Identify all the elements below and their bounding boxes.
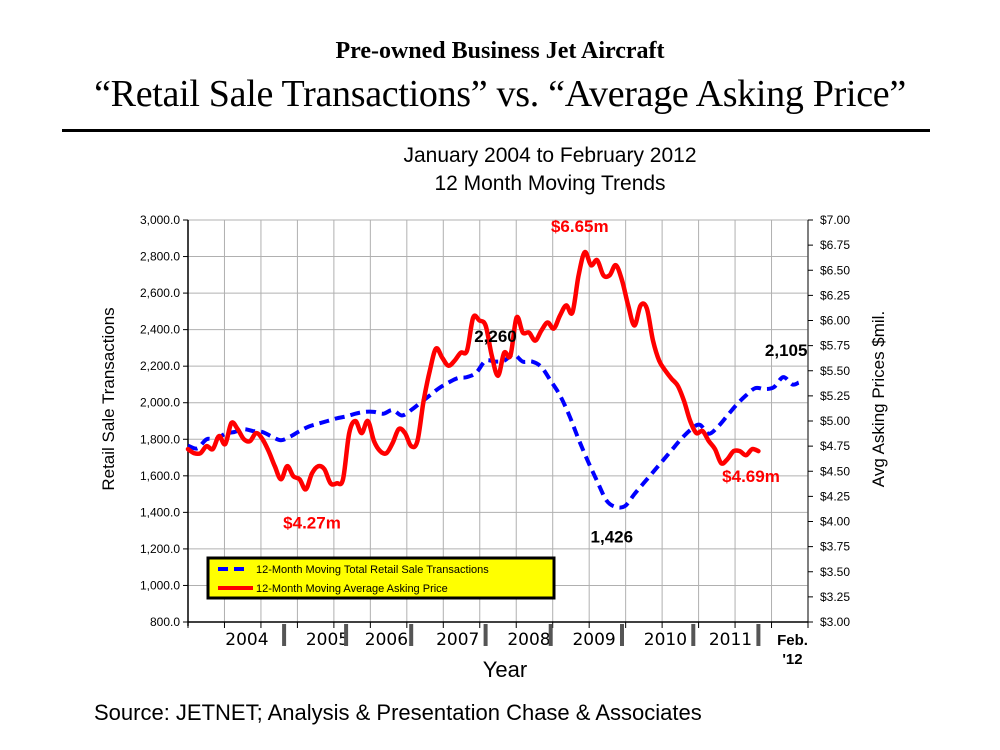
year-separator-bar xyxy=(344,624,349,646)
x-year-label: 2004 xyxy=(225,630,268,650)
x-year-label: 2011 xyxy=(709,630,752,650)
year-separator-bar xyxy=(620,624,624,646)
chart-main-title: “Retail Sale Transactions” vs. “Average … xyxy=(94,73,906,115)
left-y-axis-title: Retail Sale Transactions xyxy=(99,307,118,490)
x-final-label-month: Feb. xyxy=(777,632,808,649)
x-year-label: 2010 xyxy=(644,630,687,650)
x-year-label: 2007 xyxy=(436,630,479,650)
right-y-tick-label: $5.75 xyxy=(820,339,850,353)
left-y-tick-label: 2,400.0 xyxy=(140,323,180,337)
left-y-tick-label: 1,200.0 xyxy=(140,542,180,556)
right-y-tick-label: $7.00 xyxy=(820,213,850,227)
left-y-tick-label: 2,200.0 xyxy=(140,359,180,373)
right-y-tick-label: $6.25 xyxy=(820,288,850,302)
price-annotation: $6.65m xyxy=(551,217,609,236)
year-separator-bar xyxy=(282,624,287,646)
left-y-tick-label: 800.0 xyxy=(150,615,180,629)
price-annotation: $4.69m xyxy=(722,467,780,486)
chart-supertitle: Pre-owned Business Jet Aircraft xyxy=(335,38,665,64)
x-final-label-year: '12 xyxy=(782,651,802,668)
year-separator-bar xyxy=(409,624,414,646)
transactions-series-line xyxy=(187,352,800,510)
transactions-annotation: 2,260 xyxy=(474,327,517,346)
year-separator-bar xyxy=(756,624,761,646)
left-y-tick-label: 2,000.0 xyxy=(140,396,180,410)
right-y-axis-ticks: $7.00 $6.75 $6.50 $6.25 $6.00 $5.75 $5.50 $5.25… xyxy=(808,213,850,629)
transactions-annotation: 1,426 xyxy=(591,528,634,547)
left-y-tick-label: 1,400.0 xyxy=(140,505,180,519)
right-y-tick-label: $6.75 xyxy=(820,238,850,252)
left-y-tick-label: 1,600.0 xyxy=(140,469,180,483)
legend-box xyxy=(206,556,556,600)
right-y-tick-label: $3.00 xyxy=(820,615,850,629)
series-lines xyxy=(185,249,800,510)
asking-price-series-line xyxy=(185,249,761,492)
transactions-annotation: 2,105 xyxy=(765,341,808,360)
x-axis-year-labels: 2004 2005 2006 2007 2008 2009 2010 2011 Feb. '12 xyxy=(225,624,808,668)
x-year-label: 2008 xyxy=(507,630,550,650)
legend-label-price: 12-Month Moving Average Asking Price xyxy=(256,583,448,595)
chart-subtitle-trend: 12 Month Moving Trends xyxy=(434,172,666,195)
annotations: 2,260 1,426 2,105 $4.27m $6.65m $4.69m xyxy=(283,217,807,546)
right-y-tick-label: $4.75 xyxy=(820,439,850,453)
title-divider xyxy=(62,129,930,132)
right-y-tick-label: $5.50 xyxy=(820,364,850,378)
right-y-axis-title: Avg Asking Prices $mil. xyxy=(869,311,888,487)
year-separator-bar xyxy=(548,624,553,646)
left-y-tick-label: 2,600.0 xyxy=(140,286,180,300)
legend: 12-Month Moving Total Retail Sale Transa… xyxy=(206,556,556,600)
right-y-tick-label: $4.00 xyxy=(820,515,850,529)
right-y-tick-label: $4.25 xyxy=(820,489,850,503)
right-y-tick-label: $5.00 xyxy=(820,414,850,428)
x-year-label: 2005 xyxy=(306,630,349,650)
left-y-tick-label: 1,000.0 xyxy=(140,578,180,592)
right-y-tick-label: $6.00 xyxy=(820,314,850,328)
left-y-tick-label: 2,800.0 xyxy=(140,250,180,264)
left-y-tick-label: 1,800.0 xyxy=(140,432,180,446)
right-y-tick-label: $4.50 xyxy=(820,464,850,478)
right-y-tick-label: $3.75 xyxy=(820,540,850,554)
chart-subtitle-date-range: January 2004 to February 2012 xyxy=(403,144,697,167)
left-y-tick-label: 3,000.0 xyxy=(140,213,180,227)
source-note: Source: JETNET; Analysis & Presentation … xyxy=(94,700,702,725)
year-separator-bar xyxy=(483,624,488,646)
year-separator-bar xyxy=(691,624,696,646)
right-y-tick-label: $3.50 xyxy=(820,565,850,579)
gridlines xyxy=(188,219,808,623)
legend-label-transactions: 12-Month Moving Total Retail Sale Transa… xyxy=(256,564,489,576)
price-annotation: $4.27m xyxy=(283,513,341,532)
left-y-axis-ticks: 3,000.0 2,800.0 2,600.0 2,400.0 2,200.0 2,000… xyxy=(140,213,188,629)
x-axis-title: Year xyxy=(483,657,527,682)
right-y-tick-label: $6.50 xyxy=(820,263,850,277)
right-y-tick-label: $3.25 xyxy=(820,590,850,604)
right-y-tick-label: $5.25 xyxy=(820,389,850,403)
x-year-label: 2006 xyxy=(365,630,408,650)
x-year-label: 2009 xyxy=(572,630,615,650)
